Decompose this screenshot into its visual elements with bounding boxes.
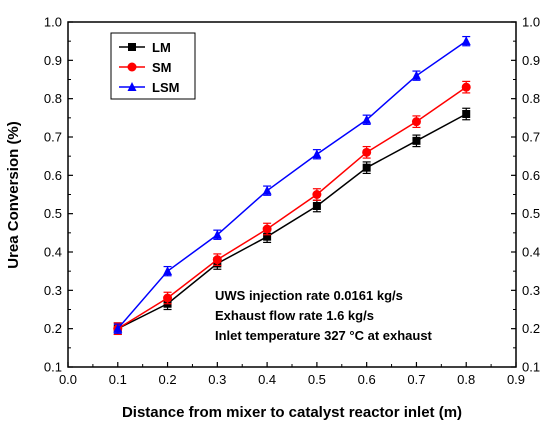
y-tick-label-left: 0.6 — [44, 168, 62, 183]
legend-swatch-marker — [127, 82, 137, 91]
ticks-layer: 0.0 0.1 0.2 0.3 0.4 0.5 0.6 0.7 0.8 0.90.1 0.10.2 0… — [44, 15, 540, 388]
data-point-lsm — [163, 266, 173, 276]
data-point-lsm — [262, 185, 272, 195]
legend-swatch-marker — [127, 62, 137, 72]
y-tick-label-right: 0.3 — [522, 283, 540, 298]
data-point-lm — [362, 163, 371, 172]
legend-entries: LM SM LSM — [119, 40, 179, 95]
legend-box — [110, 32, 196, 100]
x-tick-label: 0.2 — [159, 372, 177, 387]
data-point-lsm — [362, 114, 372, 124]
series-layer — [113, 35, 471, 336]
y-tick-label-left: 0.7 — [44, 130, 62, 145]
data-point-sm — [163, 293, 173, 303]
legend-item-lm: LM — [119, 40, 171, 55]
annotation-flow-rate: Exhaust flow rate 1.6 kg/s — [215, 308, 374, 323]
y-tick-label-right: 1.0 — [522, 15, 540, 30]
data-point-lsm — [312, 149, 322, 159]
data-point-lsm — [461, 36, 471, 46]
x-tick-label: 0.6 — [358, 372, 376, 387]
data-point-sm — [312, 190, 322, 199]
x-tick-label: 0.5 — [308, 372, 326, 387]
y-tick-label-left: 0.9 — [44, 53, 62, 68]
x-tick-label: 0.0 — [59, 372, 77, 387]
data-point-sm — [262, 224, 272, 234]
y-tick-label-left: 0.3 — [44, 283, 62, 298]
y-tick-label-right: 0.7 — [522, 130, 540, 145]
y-tick-label-right: 0.9 — [522, 53, 540, 68]
y-tick-label-right: 0.1 — [522, 360, 540, 375]
x-tick-label: 0.4 — [258, 372, 276, 387]
series-line-lm — [117, 113, 467, 330]
legend-item-sm: SM — [119, 60, 172, 75]
x-tick-label: 0.8 — [457, 372, 475, 387]
y-tick-label-right: 0.6 — [522, 168, 540, 183]
x-tick-label: 0.7 — [407, 372, 425, 387]
data-point-lsm — [113, 323, 123, 333]
annotations: UWS injection rate 0.0161 kg/s Exhaust f… — [215, 288, 433, 343]
data-point-lm — [312, 202, 321, 210]
legend-label-lsm: LSM — [152, 80, 179, 95]
data-point-sm — [461, 82, 471, 92]
legend: LM SM LSM — [110, 32, 196, 100]
series-line-lsm — [117, 40, 467, 330]
legend-label-sm: SM — [152, 60, 172, 75]
y-tick-label-left: 0.4 — [44, 245, 62, 260]
legend-swatch-marker — [128, 43, 136, 51]
legend-label-lm: LM — [152, 40, 171, 55]
series-lsm — [113, 35, 471, 334]
data-point-lm — [263, 232, 272, 241]
x-tick-label: 0.3 — [208, 372, 226, 387]
data-point-lsm — [212, 229, 222, 239]
y-tick-label-left: 0.2 — [44, 321, 62, 336]
data-point-sm — [212, 255, 222, 265]
data-point-lm — [412, 136, 421, 145]
data-point-sm — [411, 117, 421, 127]
y-axis-title: Urea Conversion (%) — [5, 121, 22, 269]
y-tick-label-right: 0.5 — [522, 206, 540, 221]
y-tick-label-left: 0.1 — [44, 360, 62, 375]
data-point-lm — [462, 110, 471, 118]
y-tick-label-right: 0.2 — [522, 321, 540, 336]
legend-item-lsm: LSM — [119, 80, 179, 95]
x-tick-label: 0.9 — [507, 372, 525, 387]
series-line-sm — [117, 86, 467, 330]
annotation-temperature: Inlet temperature 327 °C at exhaust — [215, 328, 433, 343]
y-tick-label-right: 0.8 — [522, 91, 540, 106]
y-tick-label-right: 0.4 — [522, 245, 540, 260]
annotation-injection-rate: UWS injection rate 0.0161 kg/s — [215, 288, 403, 303]
x-tick-label: 0.1 — [109, 372, 127, 387]
y-tick-label-left: 1.0 — [44, 15, 62, 30]
data-point-lsm — [411, 70, 421, 80]
x-axis-title: Distance from mixer to catalyst reactor … — [122, 404, 462, 421]
data-point-sm — [362, 147, 372, 157]
y-tick-label-left: 0.5 — [44, 206, 62, 221]
y-tick-label-left: 0.8 — [44, 91, 62, 106]
